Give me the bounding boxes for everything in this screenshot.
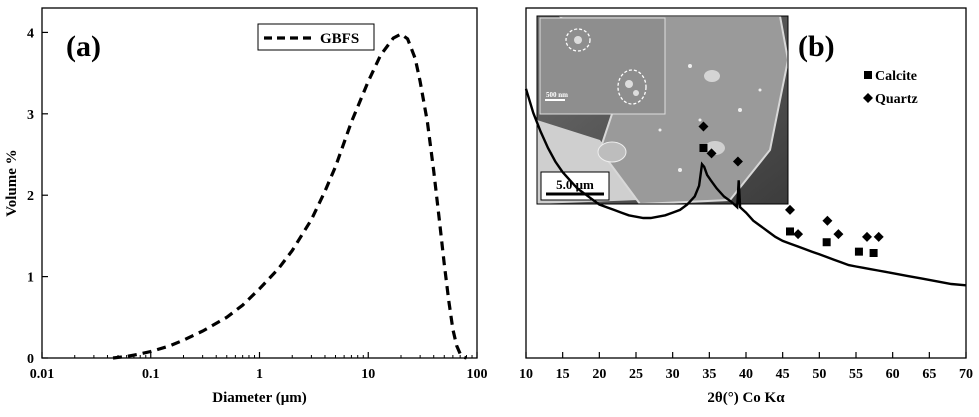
panel-a-curves: [112, 32, 467, 360]
quartz-marker: [873, 231, 884, 242]
x-tick-label: 0.1: [142, 367, 160, 382]
panel-a-frame: [41, 7, 478, 359]
x-tick-label: 100: [467, 367, 488, 382]
quartz-marker: [706, 148, 717, 159]
panel-b-xlabel: 2θ(°) Co Kα: [707, 390, 785, 406]
x-tick-label: 0.01: [30, 367, 55, 382]
y-tick-label: 0: [27, 352, 34, 367]
x-tick-label: 1: [256, 367, 263, 382]
inset-small-scale-label: 500 nm: [546, 91, 568, 99]
x-tick-label: 10: [361, 367, 375, 382]
series-line-gbfs: [112, 32, 467, 360]
panel-b-label: (b): [798, 30, 835, 63]
quartz-marker: [785, 204, 795, 215]
x-tick-label: 45: [776, 367, 790, 382]
x-tick-label: 50: [812, 367, 826, 382]
quartz-marker: [732, 156, 743, 167]
panel-b-ticks: 10 15 20 25 30 35 40 45 50 55 60 65 70: [519, 352, 973, 382]
quartz-marker: [793, 229, 804, 240]
series-line-xrd: [524, 88, 967, 287]
x-tick-label: 15: [556, 367, 570, 382]
calcite-marker: [786, 227, 794, 236]
quartz-marker: [822, 215, 833, 226]
quartz-marker: [862, 231, 872, 242]
legend-label-quartz: Quartz: [875, 92, 918, 107]
panel-b-markers: [698, 121, 884, 257]
panel-b-curves: [524, 88, 967, 287]
y-tick-label: 1: [27, 271, 34, 286]
legend-label-calcite: Calcite: [875, 69, 917, 84]
x-tick-label: 35: [702, 367, 716, 382]
y-tick-label: 4: [27, 26, 34, 41]
calcite-marker: [854, 247, 863, 256]
calcite-marker: [822, 238, 831, 247]
x-tick-label: 60: [886, 367, 900, 382]
panel-b-legend: Calcite Quartz: [863, 69, 918, 107]
panel-b: 10 15 20 25 30 35 40 45 50 55 60 65 70: [519, 7, 973, 406]
x-tick-label: 25: [629, 367, 643, 382]
panel-a-ylabel: Volume %: [4, 149, 20, 216]
inset-frame: [536, 15, 789, 205]
x-tick-label: 30: [666, 367, 680, 382]
quartz-marker: [698, 121, 709, 132]
panel-a-ticks: 0.01 0.1 1 10 100 0 1 2 3 4: [27, 26, 488, 382]
y-tick-label: 2: [27, 189, 34, 204]
legend-label-gbfs: GBFS: [320, 31, 359, 47]
sem-inset: 500 nm 5.0 μm: [536, 15, 789, 205]
calcite-marker: [869, 249, 878, 257]
calcite-marker: [699, 144, 708, 152]
x-tick-label: 65: [922, 367, 936, 382]
x-tick-label: 40: [739, 367, 753, 382]
y-tick-label: 3: [27, 108, 34, 123]
x-tick-label: 70: [959, 367, 973, 382]
x-tick-label: 20: [592, 367, 606, 382]
legend-symbol-calcite: [864, 71, 872, 79]
panel-a-legend: GBFS: [257, 23, 375, 51]
panel-a-label: (a): [66, 30, 101, 63]
x-tick-label: 10: [519, 367, 533, 382]
x-tick-label: 55: [849, 367, 863, 382]
panel-a-xlabel: Diameter (μm): [212, 390, 306, 406]
panel-a: 0.01 0.1 1 10 100 0 1 2 3 4 (a) GBFS Diameter (μm…: [4, 7, 488, 406]
legend-symbol-quartz: [863, 93, 873, 103]
quartz-marker: [833, 229, 844, 240]
